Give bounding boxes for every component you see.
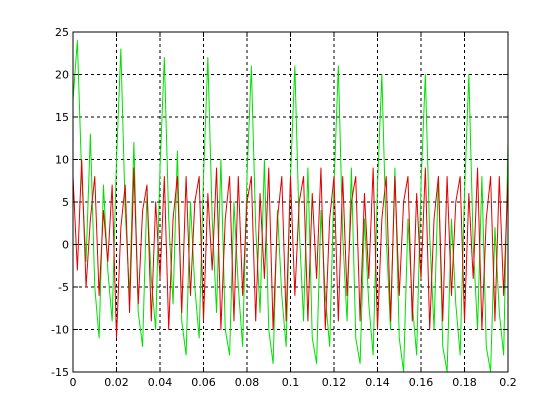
tick-marks xyxy=(72,31,509,373)
y-tick-label: -15 xyxy=(51,366,69,379)
tick-labels: 0 0.02 0.04 0.06 0.08 0.1 0.12 0.14 0.16 0.18 0.2 -… xyxy=(51,26,517,389)
x-tick-label: 0.2 xyxy=(499,376,517,389)
y-tick-label: 20 xyxy=(55,69,69,82)
x-tick-label: 0.06 xyxy=(191,376,216,389)
y-tick-label: 10 xyxy=(55,154,69,167)
x-tick-label: 0.18 xyxy=(452,376,477,389)
x-tick-label: 0.08 xyxy=(235,376,260,389)
y-tick-label: 5 xyxy=(62,196,69,209)
y-tick-label: -10 xyxy=(51,324,69,337)
x-tick-label: 0.02 xyxy=(104,376,129,389)
y-tick-label: 25 xyxy=(55,26,69,39)
y-tick-label: 15 xyxy=(55,111,69,124)
x-tick-label: 0.04 xyxy=(148,376,173,389)
x-tick-label: 0.14 xyxy=(365,376,390,389)
x-tick-label: 0.12 xyxy=(322,376,347,389)
y-tick-label: 0 xyxy=(62,239,69,252)
y-tick-label: -5 xyxy=(58,281,69,294)
x-tick-label: 0.1 xyxy=(282,376,300,389)
x-tick-label: 0.16 xyxy=(409,376,434,389)
x-tick-label: 0 xyxy=(70,376,77,389)
series-layer xyxy=(72,40,509,373)
series-line-1 xyxy=(72,159,509,339)
